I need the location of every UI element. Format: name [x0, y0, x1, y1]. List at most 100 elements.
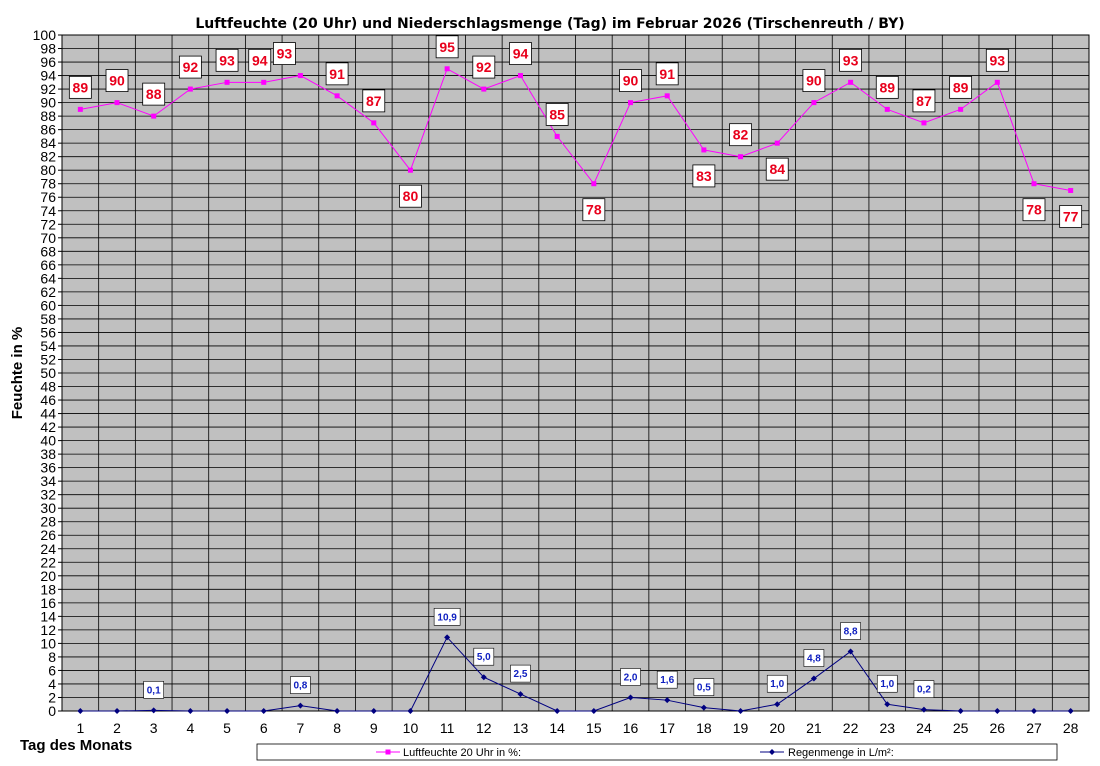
- humidity-marker: [224, 79, 230, 85]
- rain-data-label: 1,6: [656, 670, 678, 689]
- humidity-marker: [334, 93, 340, 99]
- humidity-marker: [701, 147, 707, 153]
- rain-data-label: 0,5: [693, 678, 715, 696]
- rain-marker: [187, 708, 194, 714]
- rain-label-box: [510, 664, 531, 683]
- y-tick-label: 96: [40, 54, 56, 70]
- legend: Luftfeuchte 20 Uhr in %: Regenmenge in L/…: [256, 743, 1058, 761]
- rain-marker: [480, 674, 487, 681]
- y-tick-label: 76: [40, 189, 56, 205]
- x-axis-ticks: 1 2 3 4 5 6 7 8 9 10 11 12 13 14 15 16 17 18 19 20 21 22 23 24 2…: [76, 720, 1078, 736]
- humidity-data-label: 89: [949, 75, 973, 99]
- humidity-label-text: 89: [953, 79, 969, 95]
- humidity-data-label: 93: [985, 48, 1009, 72]
- humidity-label-box: [273, 42, 296, 65]
- rain-label-text: 1,6: [660, 675, 674, 686]
- y-tick-label: 94: [40, 68, 56, 84]
- x-tick-label: 25: [953, 720, 969, 736]
- rain-marker: [700, 704, 707, 711]
- chart-title: Luftfeuchte (20 Uhr) und Niederschlagsme…: [195, 16, 904, 32]
- humidity-label-box: [655, 62, 679, 86]
- y-tick-label: 18: [40, 581, 56, 597]
- humidity-label-box: [875, 75, 899, 99]
- y-tick-label: 4: [48, 676, 56, 692]
- humidity-label-box: [985, 48, 1009, 72]
- y-tick-label: 82: [40, 149, 56, 165]
- humidity-marker: [591, 181, 597, 187]
- y-tick-label: 80: [40, 162, 56, 178]
- x-tick-label: 10: [403, 720, 419, 736]
- y-tick-label: 22: [40, 554, 56, 570]
- humidity-marker: [884, 106, 890, 112]
- humidity-marker: [921, 120, 927, 126]
- humidity-label-text: 89: [879, 79, 895, 95]
- humidity-marker: [664, 93, 670, 99]
- y-tick-label: 70: [40, 230, 56, 246]
- y-tick-label: 44: [40, 406, 56, 422]
- humidity-data-label: 89: [68, 75, 92, 99]
- humidity-data-label: 93: [273, 42, 296, 65]
- rain-label-text: 10,9: [437, 612, 457, 623]
- humidity-marker: [958, 106, 964, 112]
- series-layer: 89 90 88 92 93 94 93 91 87 80 95 92 94 85 78 90 91 83 82 84…: [68, 35, 1083, 714]
- humidity-label-box: [68, 75, 92, 99]
- humidity-marker: [811, 100, 817, 106]
- rain-label-box: [473, 647, 495, 666]
- rain-label-text: 5,0: [477, 652, 491, 663]
- rain-data-label: 0,1: [143, 681, 164, 699]
- humidity-data-label: 77: [1059, 205, 1083, 228]
- rain-label-text: 4,8: [807, 654, 821, 665]
- humidity-data-label: 93: [839, 48, 862, 72]
- rain-line: [80, 636, 1071, 712]
- humidity-label-text: 77: [1063, 208, 1079, 224]
- rain-marker: [407, 708, 414, 714]
- humidity-label-text: 82: [733, 127, 749, 143]
- rain-marker: [590, 708, 597, 714]
- rain-data-label: 8,8: [840, 622, 861, 640]
- humidity-data-label: 78: [582, 198, 606, 222]
- humidity-label-text: 89: [73, 79, 89, 95]
- humidity-marker: [261, 79, 267, 85]
- humidity-label-text: 90: [623, 73, 639, 89]
- y-tick-label: 90: [40, 95, 56, 111]
- rain-label-text: 1,0: [770, 679, 784, 690]
- y-tick-label: 92: [40, 81, 56, 97]
- y-tick-label: 84: [40, 135, 56, 151]
- rain-marker: [224, 708, 231, 714]
- humidity-label-text: 92: [183, 59, 199, 75]
- humidity-label-text: 90: [806, 73, 822, 89]
- humidity-label-text: 91: [329, 66, 345, 82]
- x-tick-label: 26: [990, 720, 1006, 736]
- x-tick-label: 20: [769, 720, 785, 736]
- humidity-data-label: 92: [178, 55, 202, 79]
- humidity-marker: [297, 73, 303, 79]
- rain-marker: [444, 634, 451, 641]
- humidity-data-label: 93: [215, 48, 239, 72]
- x-tick-label: 9: [370, 720, 378, 736]
- rain-label-box: [656, 670, 678, 689]
- x-tick-label: 13: [513, 720, 529, 736]
- rain-marker: [150, 707, 157, 714]
- x-tick-label: 7: [297, 720, 305, 736]
- rain-marker: [114, 708, 121, 714]
- rain-label-box: [620, 668, 641, 686]
- humidity-marker: [371, 120, 377, 126]
- humidity-data-label: 91: [325, 62, 349, 86]
- rain-marker: [957, 708, 964, 714]
- x-tick-label: 4: [186, 720, 194, 736]
- rain-label-box: [876, 674, 898, 693]
- humidity-label-text: 92: [476, 59, 492, 75]
- x-tick-label: 28: [1063, 720, 1079, 736]
- rain-label-box: [766, 674, 788, 693]
- humidity-label-text: 78: [586, 202, 602, 218]
- legend-rain-label: Regenmenge in L/m²:: [788, 747, 894, 759]
- humidity-label-box: [178, 55, 202, 79]
- y-tick-label: 68: [40, 243, 56, 259]
- humidity-label-text: 85: [549, 106, 565, 122]
- humidity-marker: [444, 66, 450, 72]
- humidity-data-label: 94: [509, 42, 532, 65]
- humidity-marker: [1031, 181, 1037, 187]
- rain-data-label: 0,8: [290, 676, 311, 694]
- humidity-label-text: 94: [513, 46, 529, 62]
